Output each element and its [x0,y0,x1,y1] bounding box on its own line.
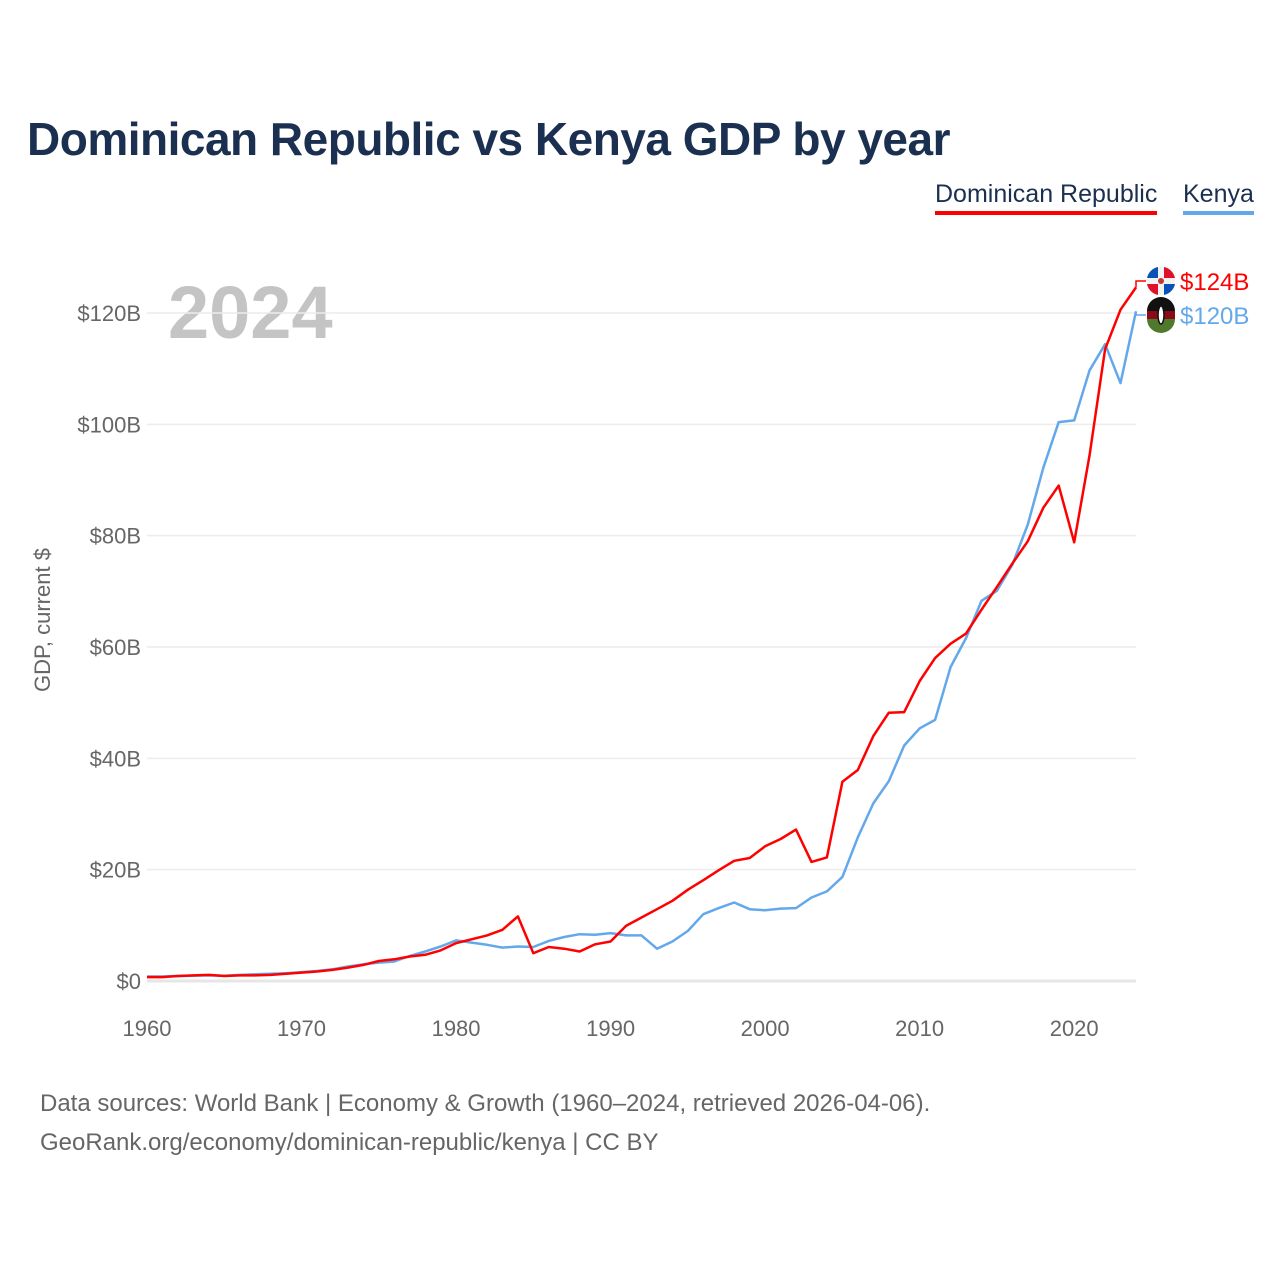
source-line-2[interactable]: GeoRank.org/economy/dominican-republic/k… [40,1129,659,1156]
flag-emblem [1158,278,1164,284]
x-tick-label: 1990 [586,1016,635,1041]
kenya-flag-icon [1147,297,1175,311]
flag-quadrant [1147,284,1158,295]
flag-quadrant [1164,284,1175,295]
flag-quadrant [1164,267,1175,278]
flag-shield [1157,305,1165,325]
x-tick-label: 1960 [123,1016,172,1041]
y-tick-label: $20B [90,858,141,883]
y-tick-label: $0 [117,969,141,994]
source-note: Data sources: World Bank | Economy & Gro… [40,1084,930,1162]
y-tick-label: $40B [90,746,141,771]
x-tick-label: 2010 [895,1016,944,1041]
y-tick-label: $120B [77,301,141,326]
end-label-connector [1135,280,1146,288]
x-tick-label: 2020 [1050,1016,1099,1041]
end-label-connector [1135,311,1146,316]
y-tick-label: $80B [90,524,141,549]
end-value-label: $124B [1180,269,1249,296]
series-line-kenya [147,311,1138,978]
flag-quadrant [1147,267,1158,278]
y-tick-label: $100B [77,412,141,437]
series-line-dominican-republic [147,286,1138,979]
x-tick-label: 2000 [741,1016,790,1041]
y-axis-label: GDP, current $ [30,548,55,692]
flag-band [1147,319,1175,333]
source-line-1: Data sources: World Bank | Economy & Gro… [40,1090,931,1117]
legend-item-kenya[interactable]: Kenya [1183,180,1254,215]
x-tick-label: 1970 [277,1016,326,1041]
y-tick-label: $60B [90,635,141,660]
legend-item-dominican-republic[interactable]: Dominican Republic [935,180,1158,215]
page-title: Dominican Republic vs Kenya GDP by year [27,113,950,165]
end-value-label: $120B [1180,303,1249,330]
x-tick-label: 1980 [432,1016,481,1041]
